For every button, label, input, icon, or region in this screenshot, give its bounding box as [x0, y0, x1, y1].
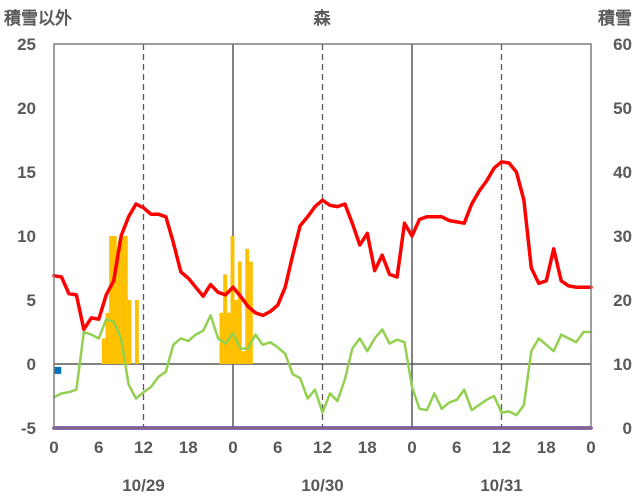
y-right-tick-label: 50: [613, 99, 632, 118]
data-marker: [54, 366, 62, 374]
precip-bar: [230, 236, 235, 364]
precip-bar: [241, 351, 246, 364]
precip-bar: [237, 261, 242, 364]
y-left-tick-label: 25: [17, 35, 36, 54]
x-tick-label: 18: [358, 438, 377, 457]
x-tick-label: 0: [228, 438, 237, 457]
left-axis-title: 積雪以外: [4, 8, 72, 29]
x-tick-label: 0: [49, 438, 58, 457]
precip-bar: [123, 236, 128, 364]
y-left-tick-label: 10: [17, 227, 36, 246]
y-left-tick-label: 15: [17, 163, 36, 182]
y-right-tick-label: 60: [613, 35, 632, 54]
precip-bar: [234, 300, 239, 364]
precip-bar: [105, 312, 110, 364]
date-label: 10/29: [122, 476, 165, 495]
x-tick-label: 6: [273, 438, 282, 457]
precip-bar: [116, 248, 121, 364]
y-right-tick-label: 20: [613, 291, 632, 310]
precip-bar: [112, 236, 117, 364]
grid: [54, 44, 591, 428]
plot-frame: [53, 43, 592, 429]
precip-bar: [120, 236, 125, 364]
temperature-line: [52, 160, 593, 332]
chart-title: 森: [314, 8, 332, 29]
precip-bar: [127, 300, 132, 364]
date-label: 10/31: [480, 476, 523, 495]
dewpoint-line: [52, 314, 593, 417]
x-tick-label: 0: [586, 438, 595, 457]
y-left-tick-label: 20: [17, 99, 36, 118]
x-tick-label: 12: [313, 438, 332, 457]
y-left-tick-label: -5: [21, 419, 36, 438]
x-tick-label: 18: [179, 438, 198, 457]
precip-bar: [134, 300, 139, 364]
x-tick-label: 12: [134, 438, 153, 457]
y-right-tick-label: 0: [623, 419, 632, 438]
y-right-tick-label: 10: [613, 355, 632, 374]
y-left-tick-label: 5: [27, 291, 36, 310]
precip-bar: [109, 236, 114, 364]
precip-bar: [219, 312, 224, 364]
date-label: 10/30: [301, 476, 344, 495]
y-left-tick-label: 0: [27, 355, 36, 374]
x-tick-label: 18: [537, 438, 556, 457]
y-right-tick-label: 40: [613, 163, 632, 182]
x-tick-label: 6: [94, 438, 103, 457]
plot-border: [53, 43, 592, 429]
precip-bar: [101, 338, 106, 364]
precip-bar: [248, 261, 253, 364]
y-right-tick-label: 30: [613, 227, 632, 246]
right-axis-title: 積雪: [598, 8, 632, 29]
x-tick-label: 0: [407, 438, 416, 457]
precip-bar: [223, 274, 228, 364]
x-tick-label: 12: [492, 438, 511, 457]
x-tick-label: 6: [452, 438, 461, 457]
